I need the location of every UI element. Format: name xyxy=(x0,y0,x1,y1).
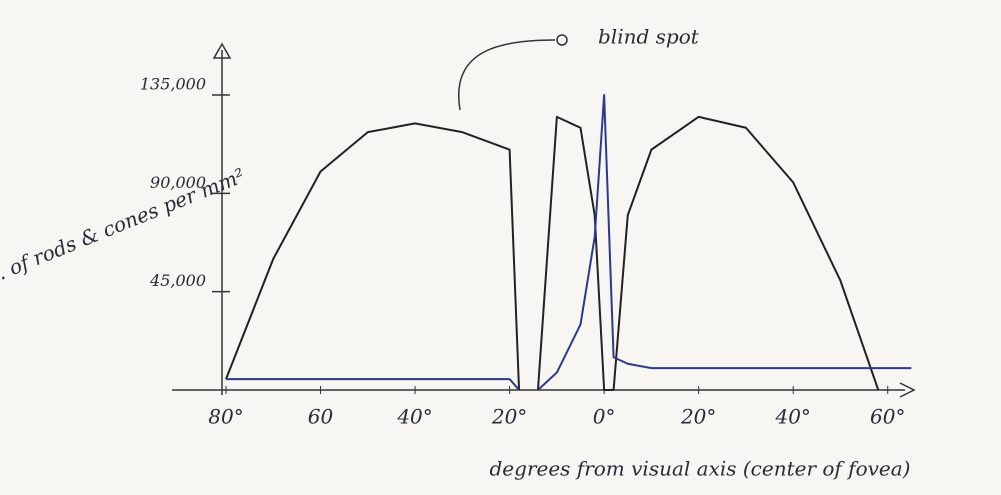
y-tick-label: 90,000 xyxy=(150,173,206,192)
y-tick-label: 45,000 xyxy=(149,271,206,290)
series-line xyxy=(226,379,519,390)
series-line xyxy=(226,123,519,390)
series-line xyxy=(538,95,911,390)
x-tick-label: 60 xyxy=(308,405,334,429)
annotation-leader xyxy=(459,40,555,110)
series-line xyxy=(538,117,878,390)
annotation: blind spot xyxy=(598,25,700,49)
x-tick-label: 0° xyxy=(593,405,616,429)
x-tick-label: 20° xyxy=(680,405,716,429)
chart: blind spot no. of rods & cones per mm² d… xyxy=(0,0,1001,495)
x-tick-label: 80° xyxy=(208,405,243,429)
x-tick-label: 40° xyxy=(774,405,810,429)
annotation-dot xyxy=(557,35,567,45)
x-axis-label: degrees from visual axis (center of fove… xyxy=(490,457,911,481)
x-tick-label: 60° xyxy=(870,405,905,429)
y-axis-label: no. of rods & cones per mm² xyxy=(0,163,248,294)
x-tick-label: 20° xyxy=(491,405,527,429)
x-tick-label: 40° xyxy=(396,405,432,429)
y-tick-label: 135,000 xyxy=(140,75,206,94)
